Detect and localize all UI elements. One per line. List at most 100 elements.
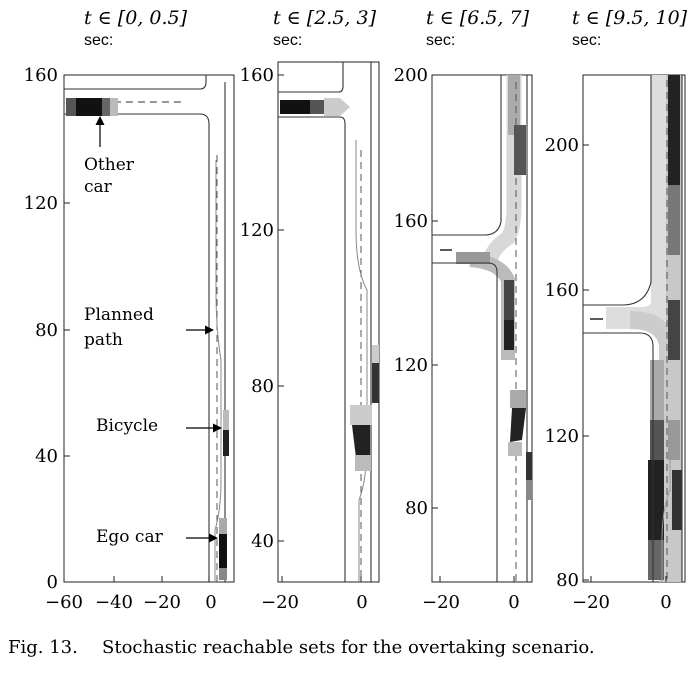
panel-3-other-car-cell [514,125,526,175]
panel-1-frame [63,74,235,583]
panel-4-road-edge-upper [583,75,652,306]
panel-3-other-car-set [469,253,515,360]
panel-2-road-edge-lower [278,116,346,582]
panel-3-ego-car-cell [510,408,526,442]
ego-car-label: Ego car [96,527,164,547]
panel-3-ytick: 200 [394,65,428,86]
other-car-label: Other [84,155,135,175]
panel-2-ego-car-cell [355,455,371,471]
caption-text: Stochastic reachable sets for the overta… [102,637,595,658]
panel-4-bicycle-cell [668,185,680,255]
panel-1-other-car-cell [110,98,118,116]
panel-4-ytick: 120 [545,426,579,447]
panel-2-other-car-cell [280,100,310,114]
panel-2-ego-car-cell [352,425,370,458]
panel-1-title: t ∈ [0, 0.5] [84,7,188,29]
panel-4-ego-car-cell [648,460,664,540]
panel-1-other-car-cell [66,98,76,116]
caption-label: Fig. 13. [8,637,78,658]
panel-4-ytick: 160 [545,280,579,301]
panel-2-unit: sec: [273,32,302,49]
panel-1-road-edge-upper [64,75,207,90]
panel-4-bicycle-cell [668,75,680,185]
panel-2-other-car-cell [310,100,324,114]
panel-3-xtick: −20 [422,592,460,613]
panel-1-ytick: 120 [24,193,58,214]
panel-3-ytick: 120 [394,355,428,376]
panel-4-bicycle-cell [672,470,682,530]
panel-2-xtick: 0 [356,592,367,613]
panel-3-xtick: 0 [508,592,519,613]
panel-1-bicycle-cell [223,410,229,430]
other-car-arrow-head [95,116,105,125]
panel-1-xtick: −60 [45,592,83,613]
panel-1-ego-car-cell [219,534,227,568]
panel-1-ytick: 0 [47,572,58,593]
panel-3-road-edge-upper [432,75,502,236]
planned-path-label: path [84,330,123,350]
panel-1-bicycle-cell [223,430,229,456]
panel-2-planned-path [355,140,368,582]
panel-3-title: t ∈ [6.5, 7] [426,7,530,29]
panel-2-ytick: 160 [240,65,274,86]
panel-2-ytick: 40 [251,531,274,552]
panel-2: 160 120 80 40 −20 0 [240,61,380,613]
panel-2-bicycle-cell [372,363,379,403]
panel-3-ytick: 160 [394,211,428,232]
panel-3-bicycle-cell [526,452,532,480]
panel-1-ytick: 160 [24,65,58,86]
panel-3-bicycle-cell [526,480,532,500]
panel-4-ego-car-cell [648,540,664,580]
panel-1-xtick: −40 [95,592,133,613]
panel-1-xtick: 0 [205,592,216,613]
panel-3-road-edge-lower [432,262,498,582]
panel-4-bicycle-cell [668,300,680,360]
panel-2-xtick: −20 [261,592,299,613]
panel-1-ego-car-cell [219,518,227,534]
panel-2-frame [277,61,380,583]
panel-4-unit: sec: [572,32,601,49]
bicycle-arrow-head [213,423,222,433]
panel-1-xtick: −20 [143,592,181,613]
panel-1: 160 120 80 40 0 −60 −40 −20 0 Other car … [24,65,235,613]
panel-4-title: t ∈ [9.5, 10] [572,7,688,29]
panel-1-planned-path [214,160,222,582]
panel-2-title: t ∈ [2.5, 3] [273,7,377,29]
panel-2-ytick: 120 [240,220,274,241]
panel-3-other-car-set [480,75,522,268]
panel-3-ego-car-cell [510,390,526,408]
planned-path-label: Planned [84,305,154,325]
panel-4-xtick: −20 [572,592,610,613]
panel-3-frame [431,74,533,583]
ego-car-arrow-head [209,533,218,543]
panel-4-other-car-set [606,75,673,329]
panel-4: 200 160 120 80 −20 0 [545,74,686,613]
panel-3-ego-car-cell [508,442,522,456]
panel-2-ytick: 80 [251,376,274,397]
panel-3-other-car-cell [504,280,514,320]
panel-4-ytick: 200 [545,135,579,156]
panel-1-unit: sec: [84,32,113,49]
panel-4-xtick: 0 [660,592,671,613]
panel-1-road-edge-lower [64,113,210,582]
panel-1-other-car-cell [102,98,110,116]
panel-2-ego-car-cell [350,405,372,425]
panel-2-other-car-cell [324,98,350,116]
panel-2-road-edge-upper [278,62,344,93]
panel-4-ego-car-cell [650,420,664,460]
panel-1-ego-car-cell [219,568,227,580]
panel-4-bicycle-cell [668,420,680,460]
panel-1-other-car-cell [76,98,102,116]
panel-2-bicycle-cell [372,345,379,363]
other-car-label: car [84,177,113,197]
panel-1-ytick: 80 [35,320,58,341]
panel-3-ytick: 80 [405,498,428,519]
panel-1-ytick: 40 [35,446,58,467]
panel-4-planned-path [661,460,671,582]
bicycle-label: Bicycle [96,416,158,436]
panel-3-other-car-cell [504,320,514,350]
panel-4-ytick: 80 [556,570,579,591]
planned-path-arrow-head [205,325,214,335]
panel-3: 200 160 120 80 −20 0 [394,65,533,613]
